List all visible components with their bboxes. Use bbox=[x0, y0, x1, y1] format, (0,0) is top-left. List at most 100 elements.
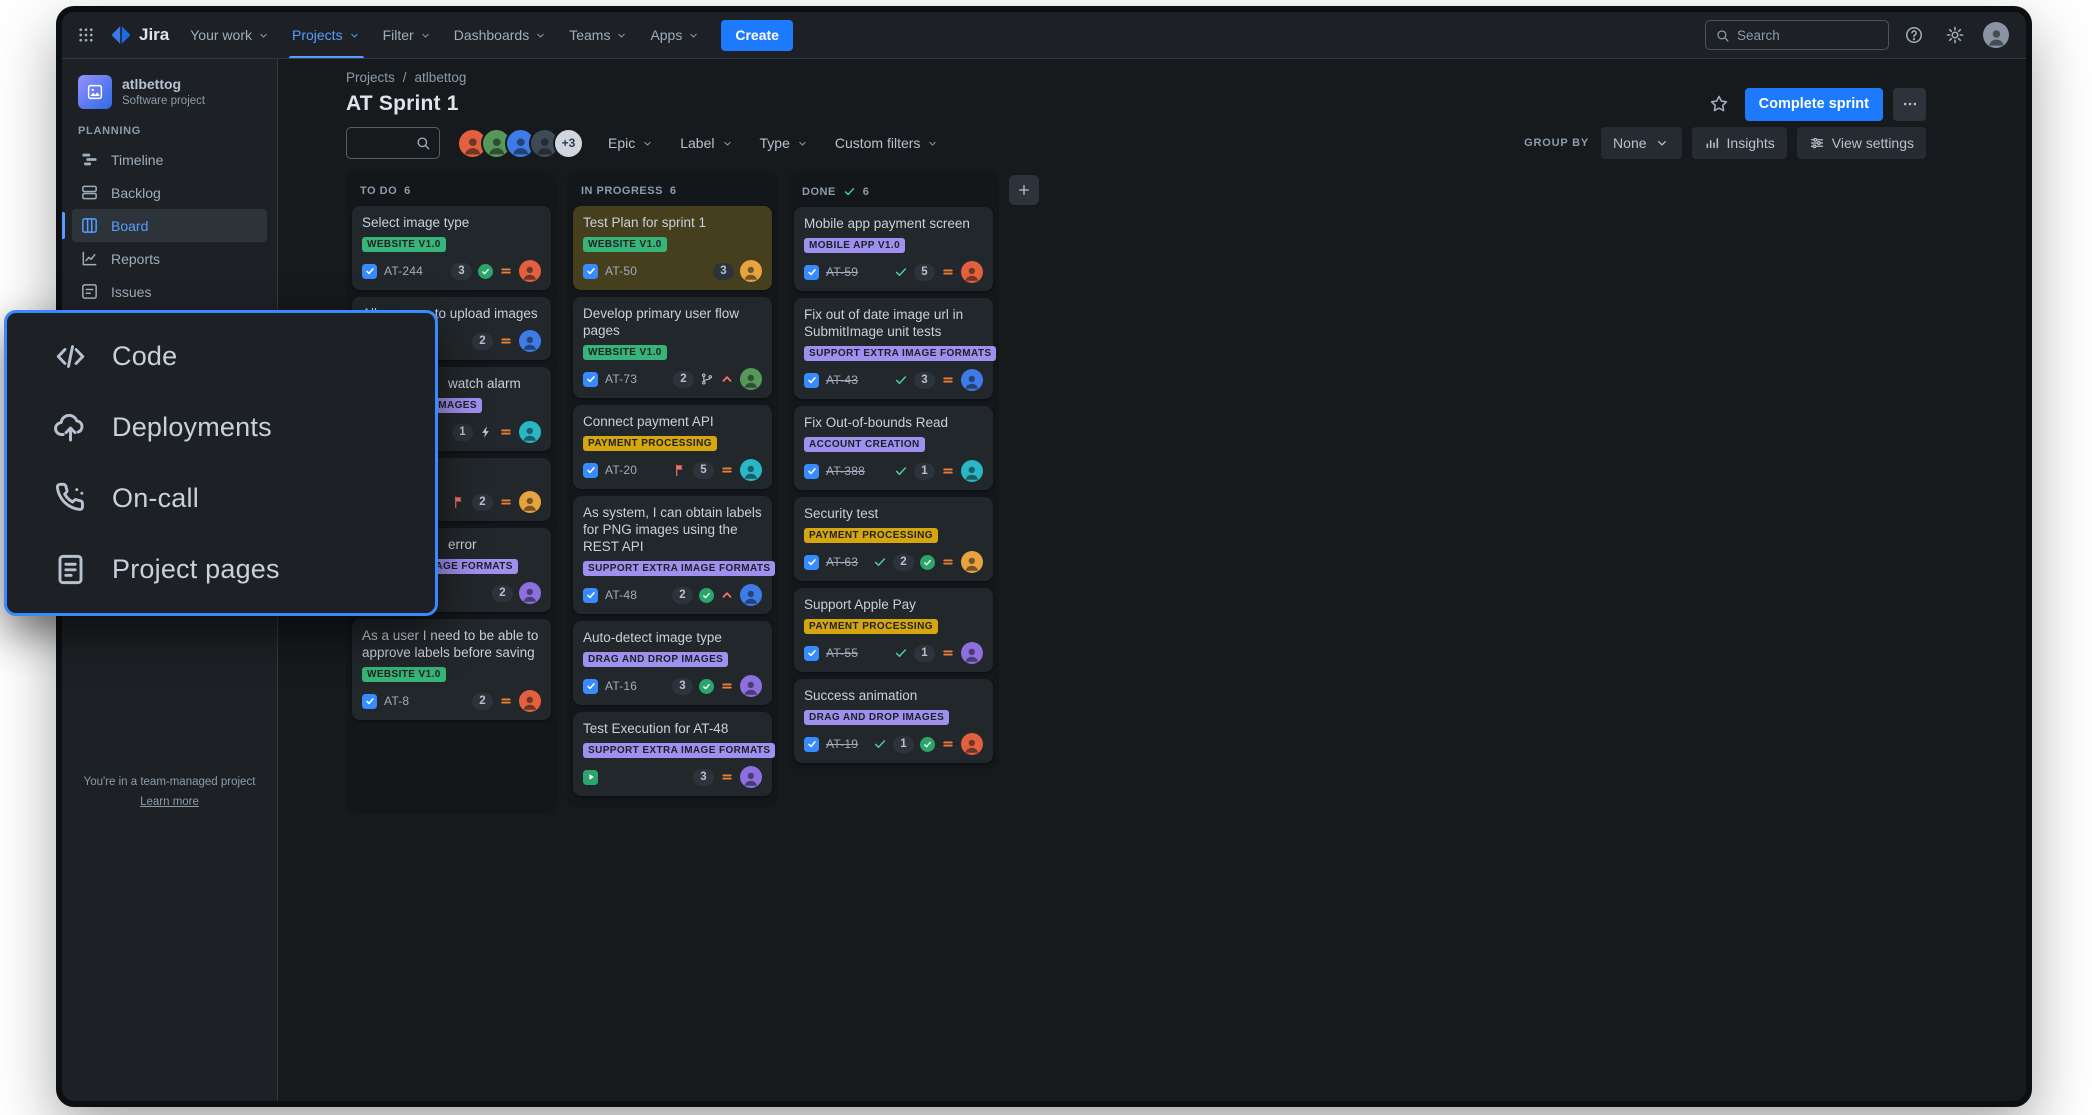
card-labels: WEBSITE V1.0 bbox=[583, 237, 762, 252]
global-search-input[interactable] bbox=[1737, 27, 1879, 43]
assignee-avatars[interactable]: +3 bbox=[456, 127, 584, 159]
sidebar-item-board[interactable]: Board bbox=[62, 209, 267, 242]
approval-icon bbox=[920, 554, 935, 570]
card-title: Connect payment API bbox=[583, 414, 714, 429]
chevron-down-icon bbox=[926, 137, 939, 150]
board-card[interactable]: As system, I can obtain labels for PNG i… bbox=[573, 496, 776, 614]
nav-apps[interactable]: Apps bbox=[639, 12, 711, 58]
menu-item-project-pages[interactable]: Project pages bbox=[7, 536, 435, 604]
board-card[interactable]: Auto-detect image type DRAG AND DROP IMAG… bbox=[573, 621, 772, 705]
card-title: watch alarm bbox=[448, 376, 521, 391]
menu-item-on-call[interactable]: On-call bbox=[7, 465, 435, 533]
epic-label: SUPPORT EXTRA IMAGE FORMATS bbox=[583, 561, 776, 576]
complete-sprint-button[interactable]: Complete sprint bbox=[1744, 87, 1883, 121]
board-toolbar: +3 Epic Label Type Custom filters GROUP BY … bbox=[346, 127, 1926, 159]
star-button[interactable] bbox=[1703, 88, 1735, 120]
learn-more-link[interactable]: Learn more bbox=[140, 796, 199, 809]
view-settings-button[interactable]: View settings bbox=[1796, 127, 1926, 159]
project-header[interactable]: atlbettog Software project bbox=[72, 75, 267, 109]
profile-button[interactable] bbox=[1980, 19, 2012, 51]
board-card[interactable]: Success animation DRAG AND DROP IMAGES AT-… bbox=[794, 679, 993, 763]
sidebar-item-timeline[interactable]: Timeline bbox=[72, 143, 267, 176]
board-card[interactable]: Fix out of date image url in SubmitImage… bbox=[794, 298, 997, 399]
board-card[interactable]: Test Execution for AT-48 SUPPORT EXTRA IM… bbox=[573, 712, 776, 796]
view-settings-icon bbox=[1809, 135, 1825, 151]
card-footer: AT-55 1 bbox=[804, 642, 983, 664]
nav-dashboards[interactable]: Dashboards bbox=[443, 12, 559, 58]
board-card[interactable]: Connect payment API PAYMENT PROCESSING AT-… bbox=[573, 405, 772, 489]
filter-label[interactable]: Label bbox=[680, 135, 733, 151]
board-card[interactable]: Security test PAYMENT PROCESSING AT-63 2 bbox=[794, 497, 993, 581]
epic-label: PAYMENT PROCESSING bbox=[583, 436, 717, 451]
sidebar-item-issues[interactable]: Issues bbox=[72, 275, 267, 308]
chevron-down-icon bbox=[687, 29, 700, 42]
board-card[interactable]: Fix Out-of-bounds Read ACCOUNT CREATION AT… bbox=[794, 406, 993, 490]
app-switcher-button[interactable] bbox=[70, 19, 102, 51]
menu-item-label: On-call bbox=[112, 483, 199, 513]
column-cards: Mobile app payment screen MOBILE APP V1.0… bbox=[794, 207, 997, 763]
board-card[interactable]: Test Plan for sprint 1 WEBSITE V1.0 AT-50 3 bbox=[573, 206, 772, 290]
board-card[interactable]: As a user I need to be able to approve l… bbox=[352, 619, 551, 720]
priority-medium-icon bbox=[720, 679, 734, 693]
nav-label: Dashboards bbox=[453, 27, 530, 43]
filter-label: Custom filters bbox=[834, 135, 921, 151]
menu-item-deployments[interactable]: Deployments bbox=[7, 394, 435, 462]
done-check-icon bbox=[894, 646, 908, 660]
board-search-input[interactable] bbox=[355, 135, 407, 151]
breadcrumb-project-link[interactable]: atlbettog bbox=[414, 69, 467, 85]
add-column-button[interactable] bbox=[1009, 175, 1039, 205]
assignee-avatar bbox=[519, 260, 541, 282]
sidebar-nav: Timeline Backlog Board Reports Issues bbox=[62, 143, 267, 308]
task-type-icon bbox=[804, 645, 819, 661]
assignee-avatar bbox=[519, 421, 541, 443]
card-footer-meta: 3 bbox=[713, 260, 762, 282]
epic-label: SUPPORT EXTRA IMAGE FORMATS bbox=[583, 743, 776, 758]
jira-logo-text: Jira bbox=[139, 25, 170, 44]
card-footer-meta: 3 bbox=[894, 369, 983, 391]
nav-teams[interactable]: Teams bbox=[558, 12, 639, 58]
jira-home-link[interactable]: Jira bbox=[110, 24, 169, 46]
board-card[interactable]: Mobile app payment screen MOBILE APP V1.0… bbox=[794, 207, 993, 291]
help-button[interactable] bbox=[1898, 19, 1930, 51]
filter-custom-filters[interactable]: Custom filters bbox=[835, 135, 940, 151]
chevron-down-icon bbox=[419, 29, 432, 42]
card-footer: AT-244 3 bbox=[362, 260, 541, 282]
assignee-avatar bbox=[519, 690, 541, 712]
sidebar-item-backlog[interactable]: Backlog bbox=[72, 176, 267, 209]
assignee-avatar bbox=[961, 551, 983, 573]
done-check-icon bbox=[873, 555, 887, 569]
insights-button[interactable]: Insights bbox=[1691, 127, 1787, 159]
user-avatar bbox=[1983, 22, 2009, 48]
issue-key: AT-388 bbox=[826, 464, 865, 478]
board-card[interactable]: Select image type WEBSITE V1.0 AT-244 3 bbox=[352, 206, 551, 290]
nav-filter[interactable]: Filter bbox=[372, 12, 443, 58]
card-labels: DRAG AND DROP IMAGES bbox=[583, 652, 762, 667]
menu-item-code[interactable]: Code bbox=[7, 323, 435, 391]
sidebar-item-label: Backlog bbox=[111, 184, 161, 201]
done-check-icon bbox=[894, 373, 908, 387]
assignee-avatar bbox=[740, 368, 762, 390]
board-more-button[interactable] bbox=[1893, 87, 1926, 121]
story-points-badge: 1 bbox=[452, 423, 473, 441]
sidebar-item-reports[interactable]: Reports bbox=[72, 242, 267, 275]
settings-button[interactable] bbox=[1939, 19, 1971, 51]
create-button[interactable]: Create bbox=[721, 19, 793, 51]
breadcrumb-projects-link[interactable]: Projects bbox=[346, 69, 395, 85]
card-title: Auto-detect image type bbox=[583, 630, 722, 645]
story-points-badge: 3 bbox=[451, 262, 472, 280]
board-card[interactable]: Support Apple Pay PAYMENT PROCESSING AT-55… bbox=[794, 588, 993, 672]
nav-projects[interactable]: Projects bbox=[281, 12, 372, 58]
priority-medium-icon bbox=[941, 646, 955, 660]
group-by-select[interactable]: None bbox=[1601, 127, 1682, 159]
card-title: Support Apple Pay bbox=[804, 597, 916, 612]
avatar-overflow-count[interactable]: +3 bbox=[553, 127, 584, 159]
chevron-down-icon bbox=[615, 29, 628, 42]
story-points-badge: 1 bbox=[914, 462, 935, 480]
nav-label: Apps bbox=[650, 27, 683, 43]
nav-your-work[interactable]: Your work bbox=[179, 12, 281, 58]
filter-type[interactable]: Type bbox=[760, 135, 809, 151]
menu-item-label: Project pages bbox=[112, 554, 280, 584]
story-points-badge: 2 bbox=[472, 493, 493, 511]
board-card[interactable]: Develop primary user flow pages WEBSITE V… bbox=[573, 297, 772, 398]
filter-epic[interactable]: Epic bbox=[608, 135, 654, 151]
